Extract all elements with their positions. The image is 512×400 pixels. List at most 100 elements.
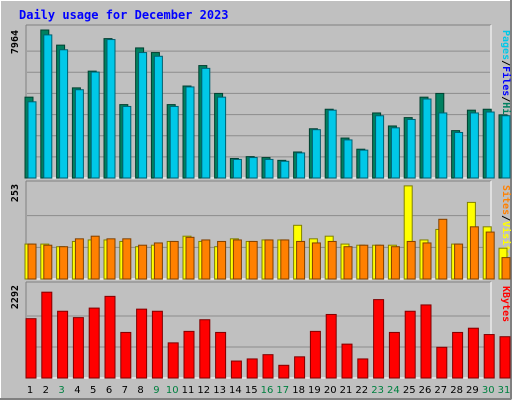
bar-files [438,112,448,179]
bar-files [406,118,416,179]
panels: 7964 Pages/Files/Hits 253 Sites/Visits 2292 K… [10,24,512,379]
bar-kbytes [357,358,369,379]
day-label: 1 [27,385,33,396]
bar-kbytes [294,356,306,379]
legend: Sites/Visits [500,185,512,257]
bar-files [375,115,385,179]
panel-kbytes: 2292 KBytes [10,281,511,379]
bar-sites [359,244,369,280]
day-label: 10 [166,385,179,396]
y-max-label: 7964 [10,30,21,54]
legend: KBytes [500,286,511,322]
bar-kbytes [325,313,337,379]
day-label: 14 [229,385,242,396]
bar-kbytes [25,318,37,379]
bar-kbytes [57,310,69,379]
bar-files [201,67,211,179]
bar-sites [27,243,37,280]
bar-sites [217,240,227,280]
bar-sites [264,239,274,280]
bar-files [185,86,195,179]
bar-files [74,89,84,179]
day-label: 8 [137,385,143,396]
bar-sites [375,244,385,280]
bar-files [485,111,495,179]
bar-sites [343,246,353,280]
bar-files [122,105,132,179]
day-label: 26 [419,385,432,396]
bar-files [422,98,432,179]
bar-kbytes [151,310,163,379]
y-max-label: 2292 [10,285,21,309]
day-label: 3 [58,385,64,396]
day-label: 17 [276,385,289,396]
bar-sites [43,244,53,280]
bar-kbytes [41,291,53,379]
bar-kbytes [436,346,448,379]
bar-files [469,112,479,179]
legend-item: / [500,96,511,102]
bar-kbytes [167,342,179,379]
bar-sites [248,240,258,280]
bar-files [343,139,353,179]
day-label: 24 [387,385,400,396]
day-label: 11 [182,385,195,396]
bar-kbytes [278,364,290,379]
bar-kbytes [136,308,148,379]
day-label: 4 [74,385,80,396]
bar-sites [296,240,306,280]
day-label: 22 [355,385,368,396]
bar-sites [438,218,448,280]
panel-hits-files-pages: 7964 Pages/Files/Hits [10,24,512,179]
bar-files [59,49,69,179]
bar-files [390,127,400,179]
bar-sites [280,239,290,280]
panel-sites-visits: 253 Sites/Visits [10,180,512,280]
bar-sites [327,240,337,280]
bar-sites [122,238,132,280]
bar-sites [185,236,195,280]
bar-kbytes [104,295,116,379]
day-label: 30 [482,385,495,396]
bar-sites [454,243,464,280]
day-label: 9 [153,385,159,396]
bar-kbytes [262,354,274,379]
bar-kbytes [420,304,432,379]
bar-kbytes [341,343,353,379]
bar-sites [469,226,479,280]
bar-kbytes [199,319,211,379]
bar-kbytes [309,330,321,379]
bar-sites [74,238,84,280]
bar-sites [390,246,400,280]
day-label: 27 [434,385,447,396]
bar-files [454,131,464,179]
day-label: 7 [122,385,128,396]
day-label: 20 [324,385,337,396]
day-axis: 1 2 3 4 5 6 7 8 9 10 11 12 13 14 15 16 17 18 19 20 21 22 23 24 2… [27,385,511,396]
day-label: 31 [498,385,511,396]
bar-files [153,55,163,179]
bar-sites [169,240,179,280]
bar-sites [422,242,432,280]
bar-files [232,158,242,179]
bar-sites [90,235,100,280]
bar-sites [153,242,163,280]
day-label: 6 [106,385,112,396]
y-max-label: 253 [10,184,21,202]
bar-files [138,52,148,179]
day-label: 12 [197,385,210,396]
bar-kbytes [183,330,195,379]
bar-sites [232,239,242,280]
legend: Pages/Files/Hits [500,30,512,126]
bar-sites [138,244,148,280]
legend-item: Sites [500,185,512,215]
bar-kbytes [215,331,227,379]
bar-sites [406,240,416,280]
bar-files [27,101,37,179]
bar-files [169,105,179,179]
day-label: 19 [308,385,321,396]
day-label: 5 [90,385,96,396]
bar-kbytes [499,336,511,379]
bar-kbytes [388,331,400,379]
